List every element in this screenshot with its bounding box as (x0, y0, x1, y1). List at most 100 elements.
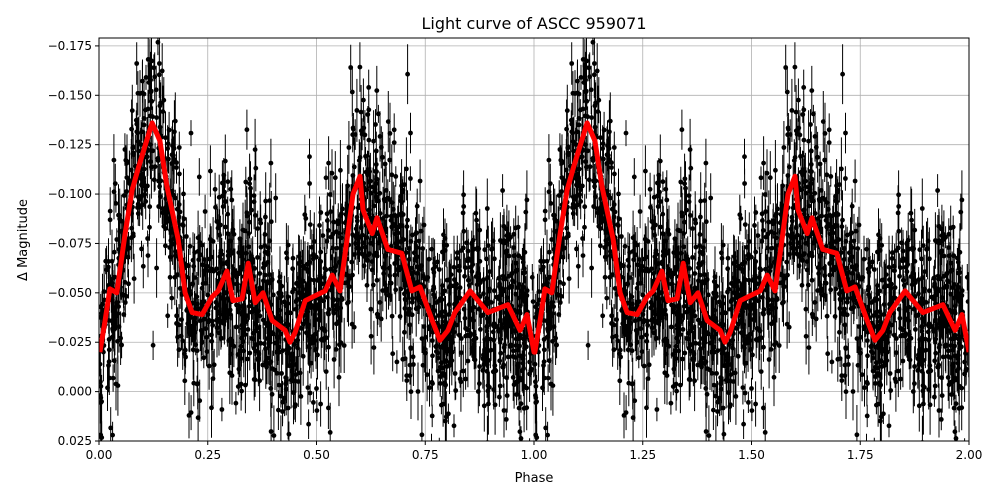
data-point (327, 192, 333, 197)
data-point (348, 65, 354, 70)
data-point (682, 219, 687, 225)
data-point (210, 322, 216, 328)
data-point (636, 257, 642, 262)
data-point (678, 313, 683, 319)
data-point (174, 160, 179, 166)
data-point (157, 61, 162, 66)
data-point (702, 198, 708, 204)
data-point (263, 214, 268, 220)
data-point (264, 364, 269, 370)
data-point (678, 250, 684, 256)
data-point (278, 331, 284, 337)
data-point (746, 400, 751, 405)
data-point (366, 137, 372, 143)
data-point (110, 432, 115, 438)
data-point (410, 296, 415, 301)
data-point (835, 212, 841, 217)
data-point (693, 340, 699, 346)
data-point (915, 368, 921, 373)
data-point (477, 258, 483, 264)
data-point (951, 295, 957, 301)
data-point (400, 187, 406, 193)
data-point (385, 119, 391, 124)
data-point (265, 259, 271, 265)
data-point (145, 183, 150, 189)
data-point (409, 232, 415, 238)
data-point (305, 261, 310, 267)
data-point (308, 360, 314, 366)
data-point (729, 338, 735, 344)
data-point (451, 283, 457, 289)
data-point (651, 330, 657, 336)
data-point (897, 315, 903, 321)
data-point (879, 277, 885, 283)
data-point (692, 287, 698, 292)
data-point (315, 317, 321, 322)
data-point (520, 270, 526, 276)
data-point (246, 244, 252, 250)
data-point (298, 259, 304, 265)
data-point (753, 401, 758, 407)
data-point (920, 383, 926, 388)
data-point (841, 257, 847, 262)
data-point (501, 240, 507, 246)
data-point (263, 198, 269, 204)
data-point (305, 267, 311, 273)
data-point (789, 108, 795, 113)
data-point (715, 409, 720, 414)
data-point (184, 234, 189, 239)
data-point (402, 296, 408, 302)
data-point (603, 238, 609, 243)
data-point (257, 271, 263, 276)
data-point (557, 300, 563, 305)
data-point (921, 401, 926, 407)
model-curve-group (99, 120, 969, 355)
data-point (149, 58, 154, 64)
data-point (406, 246, 412, 251)
data-point (891, 263, 897, 269)
data-point (449, 334, 455, 340)
data-point (900, 248, 906, 254)
data-point (598, 243, 603, 249)
data-point (874, 309, 879, 315)
data-point (849, 203, 855, 209)
data-point (913, 313, 919, 319)
data-point (615, 338, 621, 344)
data-point (435, 259, 440, 265)
data-point (819, 213, 825, 219)
data-point (640, 292, 646, 298)
data-point (916, 277, 922, 282)
data-point (318, 210, 324, 215)
data-point (354, 214, 360, 220)
data-point (801, 137, 807, 143)
data-point (373, 181, 379, 187)
data-point (881, 302, 887, 307)
data-point (252, 328, 258, 334)
data-point (279, 293, 284, 299)
data-point (945, 375, 951, 380)
data-point (274, 334, 280, 340)
data-point (682, 350, 688, 356)
data-point (414, 264, 420, 270)
data-point (200, 262, 205, 268)
data-point (944, 285, 949, 290)
data-point (166, 216, 172, 222)
data-point (812, 134, 818, 139)
data-point (240, 257, 246, 262)
data-point (719, 378, 724, 383)
data-point (395, 213, 401, 219)
data-point (174, 313, 180, 319)
data-point (135, 205, 140, 210)
data-point (258, 340, 264, 346)
data-point (613, 333, 619, 339)
data-point (956, 366, 961, 371)
data-point (451, 264, 457, 270)
data-point (941, 253, 947, 259)
data-point (622, 291, 628, 296)
data-point (165, 146, 171, 152)
data-point (239, 245, 245, 251)
data-point (533, 379, 538, 385)
data-point (833, 239, 839, 245)
data-point (274, 349, 280, 355)
data-point (528, 368, 534, 374)
